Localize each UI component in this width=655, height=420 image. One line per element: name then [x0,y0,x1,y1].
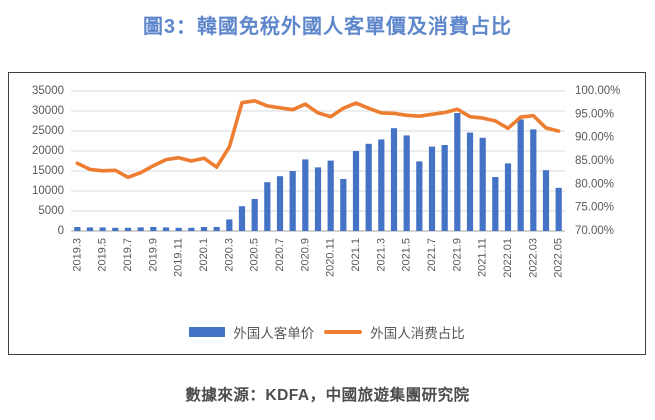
page-title: 圖3：韓國免稅外國人客單價及消費占比 [142,16,513,38]
bar-2020.7 [276,176,284,231]
data-source-note: 數據來源：KDFA，中國旅遊集團研究院 [185,387,470,404]
x-axis-tick-label: 2020.7 [274,238,286,272]
legend-label-unit-price: 外国人客单价 [233,326,315,341]
bar-2021.4 [390,128,398,231]
bar-2019.10 [162,227,170,231]
bar-2021.5 [403,135,410,231]
y-axis-left-tick-label: 15000 [32,165,64,177]
bar-2022.05 [555,187,562,231]
chart-legend: 外国人客单价 外国人消费占比 [9,322,645,342]
x-axis-tick-labels: 2019.3 2019.5 2019.7 2019.9 2019.11 2020.1 202… [71,238,564,278]
legend-label-share: 外国人消费占比 [370,326,465,341]
x-axis-tick-label: 2019.7 [122,238,134,272]
bar-2020.1 [200,227,208,231]
x-axis-tick-label: 2021.1 [350,238,362,272]
bar-2022.04 [542,170,550,231]
line-series-swatch [324,330,363,334]
x-axis-tick-label: 2020.5 [249,238,261,272]
unit-price-share-combo-chart: 0 5000 10000 15000 20000 25000 30000 35000 70.00… [32,85,620,278]
bar-2019.6 [112,227,119,231]
bar-2020.2 [213,227,220,231]
x-axis-tick-label: 2020.9 [299,238,311,272]
bar-2020.11 [327,160,334,231]
x-axis-tick-label: 2019.5 [97,238,109,272]
y-axis-left-tick-label: 35000 [32,85,64,97]
legend-item-unit-price: 外国人客单价 [189,322,314,342]
bar-2019.12 [188,227,195,231]
y-axis-right-tick-label: 90.00% [575,132,614,144]
y-axis-right-tick-label: 85.00% [575,155,614,167]
x-axis-tick-label: 2022.03 [527,238,539,278]
bar-2021.10 [466,132,474,231]
y-axis-right-tick-label: 95.00% [575,108,614,120]
bar-2021.1 [352,151,360,231]
x-axis-tick-label: 2020.1 [198,238,210,272]
bar-2020.3 [226,219,233,231]
bar-2021.6 [416,161,423,231]
bar-2020.4 [238,206,246,231]
x-axis-tick-label: 2021.11 [477,238,489,277]
bar-2020.12 [340,179,347,231]
y-axis-right-tick-label: 100.00% [575,85,620,97]
bar-2019.5 [99,227,106,231]
bar-2021.3 [378,139,385,231]
x-axis-tick-label: 2019.11 [173,238,185,277]
bar-2019.4 [86,227,94,231]
bar-2020.6 [264,182,271,231]
line-series-consumption-share [75,98,561,180]
x-axis-tick-label: 2021.5 [401,238,413,272]
bar-2021.11 [479,137,486,231]
x-axis-tick-label: 2021.7 [426,238,438,272]
y-axis-left-tick-label: 5000 [38,205,64,217]
y-axis-left-tick-label: 25000 [32,125,64,137]
bar-2022.03 [530,129,537,231]
bar-2019.7 [124,227,132,231]
y-axis-right-tick-label: 80.00% [575,178,614,190]
legend-item-share: 外国人消费占比 [324,322,465,342]
bar-2020.8 [289,171,296,231]
right-axis-tick-labels: 70.00% 75.00% 80.00% 85.00% 90.00% 95.00% 100.… [575,85,620,237]
chart-frame: 0 5000 10000 15000 20000 25000 30000 35000 70.00… [8,72,646,355]
y-axis-left-tick-label: 10000 [32,185,64,197]
y-axis-right-tick-label: 75.00% [575,202,614,214]
x-axis-tick-label: 2022.05 [553,238,565,278]
x-axis-tick-label: 2019.3 [71,238,83,272]
y-axis-left-tick-label: 20000 [32,145,64,157]
bar-2020.9 [302,159,309,231]
bar-2021.12 [492,177,499,231]
x-axis-tick-label: 2019.9 [147,238,159,272]
y-axis-left-tick-label: 0 [58,225,64,237]
bar-2019.8 [137,227,144,231]
bar-2019.3 [74,227,81,231]
bar-series-unit-price [74,113,562,231]
x-axis-tick-label: 2020.11 [325,238,337,277]
x-axis-tick-label: 2020.3 [223,238,235,272]
x-axis-tick-label: 2021.9 [451,238,463,272]
x-axis-tick-label: 2022.01 [502,238,514,278]
bar-2021.9 [454,113,461,231]
bar-2020.10 [314,167,322,231]
y-axis-left-tick-label: 30000 [32,105,64,117]
bar-series-swatch [189,327,226,337]
y-axis-right-tick-label: 70.00% [575,225,614,237]
bar-2019.9 [150,227,157,231]
bar-2021.2 [365,143,372,231]
left-axis-tick-labels: 0 5000 10000 15000 20000 25000 30000 35000 [32,85,64,237]
bar-2020.5 [251,199,258,231]
bar-2019.11 [175,227,182,231]
bar-2021.7 [428,146,436,231]
x-axis-tick-label: 2021.3 [375,238,387,272]
bar-2022.02 [517,119,524,231]
bar-2021.8 [441,145,448,231]
bar-2022.01 [504,163,512,231]
